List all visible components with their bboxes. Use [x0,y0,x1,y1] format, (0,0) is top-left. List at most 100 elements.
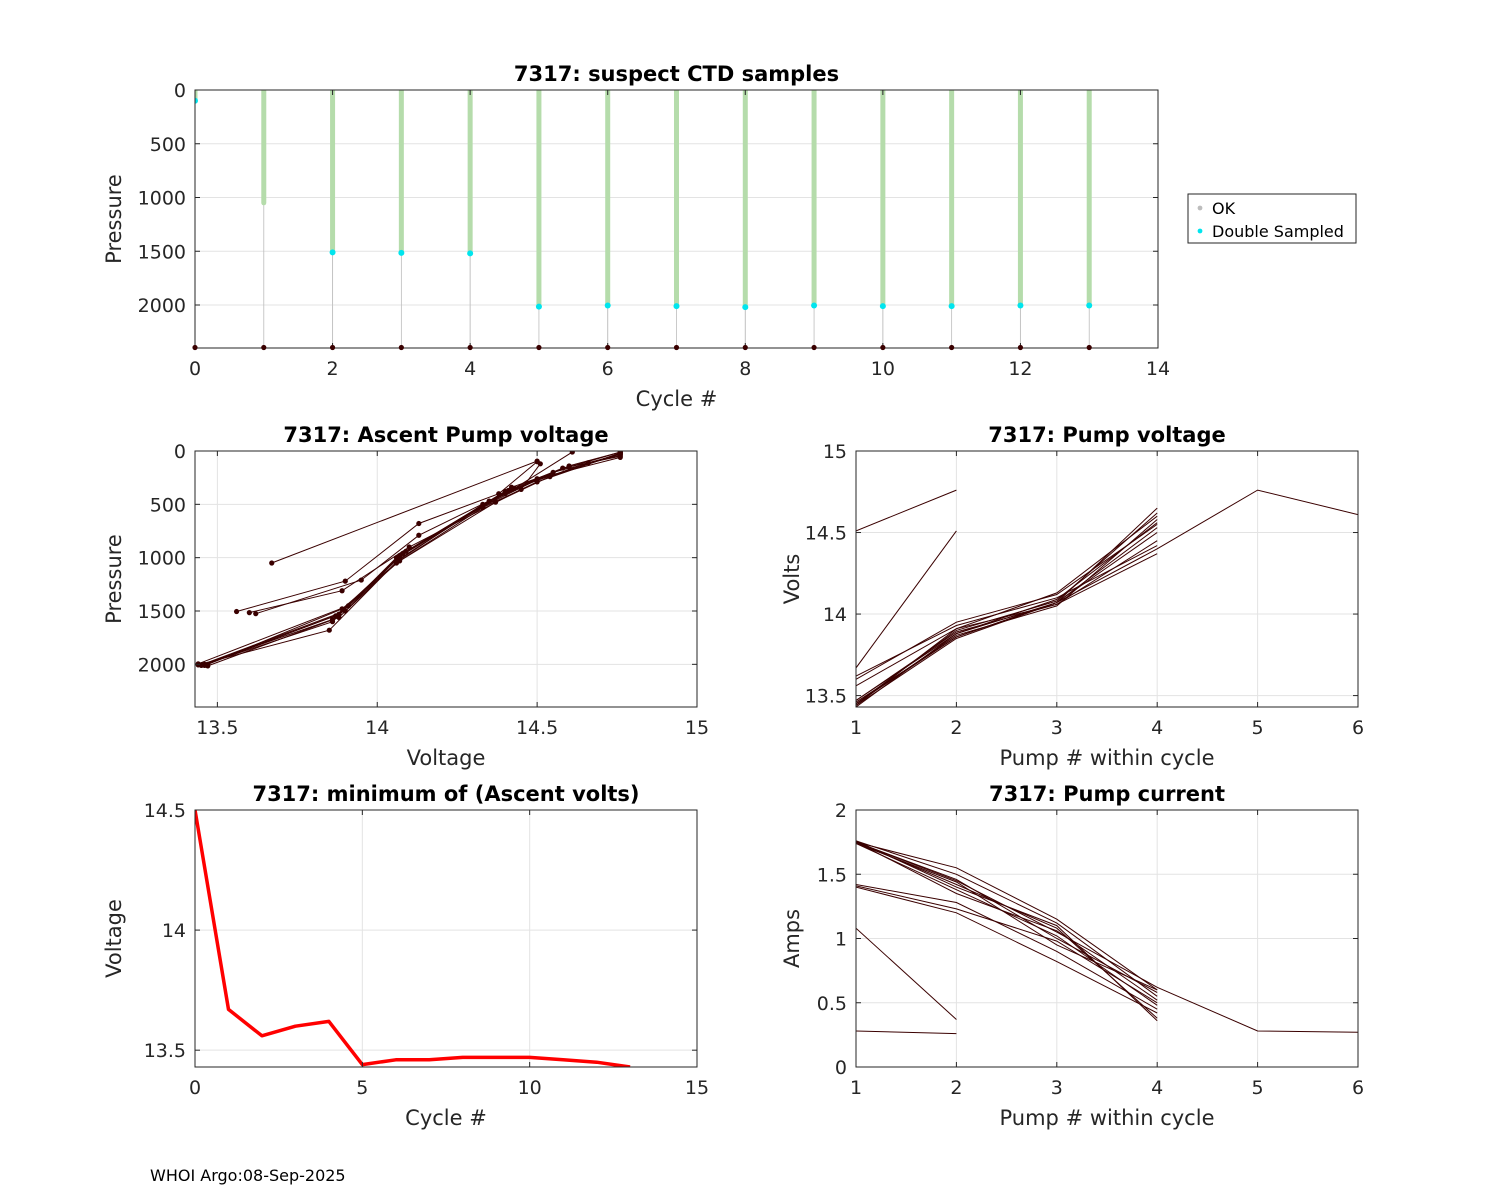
ascent-ytick-label: 2000 [138,654,186,676]
ascent-xtick-label: 14 [365,717,389,739]
minv-data [195,810,631,1067]
ascent-series-point [233,608,240,615]
legend-double-marker [1197,228,1203,234]
ctd-bottom-marker [1086,344,1092,351]
pumpc-ytick-label: 2 [835,800,847,822]
minv-plot-area [195,810,697,1067]
pumpc-xtick-label: 3 [1051,1077,1063,1099]
ascent-series-point [537,461,543,467]
ctd-double-point [742,304,749,311]
ctd-bottom-marker [742,344,748,351]
ctd-xtick-label: 14 [1146,358,1170,380]
ascent-xtick-label: 13.5 [196,717,238,739]
ascent-series-point [253,611,259,617]
pumpc-xtick-label: 6 [1352,1077,1364,1099]
ascent-series-point [358,577,364,583]
minv-title: 7317: minimum of (Ascent volts) [252,782,639,806]
ctd-bottom-marker [261,344,267,351]
ctd-bottom-marker [1017,344,1024,351]
pumpv-series-line [856,553,1158,701]
minv-frame-rect [194,809,698,1068]
pumpv-data [856,489,1358,707]
ctd-frame: 0 2 4 6 8 10 12 14 0 500 1000 1500 2000 7317: suspect… [102,62,1170,411]
legend-box [1187,193,1357,244]
pumpc-series-line [856,884,1158,1010]
ascent-series-point [336,611,342,617]
ctd-bottom-marker [811,344,817,351]
ctd-ytick-label: 1000 [138,188,186,210]
ctd-xlabel: Cycle # [636,387,718,411]
pumpv-frame-rect [855,450,1359,708]
pumpv-series-line [856,512,1158,705]
pumpc-title: 7317: Pump current [989,782,1225,806]
pumpc-axes [855,809,1359,1068]
pumpc-series-line [856,927,957,1020]
minv-ylabel: Voltage [102,899,126,978]
pumpc-series-line [856,1030,957,1035]
ascent-ylabel: Pressure [102,534,126,624]
ascent-xlabel: Voltage [407,746,486,770]
ascent-series-line [201,454,621,666]
ascent-series-point [201,662,208,669]
ctd-ytick-label: 2000 [138,295,186,317]
ctd-xtick-label: 0 [189,358,201,380]
ctd-ylabel: Pressure [102,174,126,264]
ctd-double-point [329,249,336,256]
ascent-series-point [269,560,275,566]
ctd-double-point [604,302,611,309]
pumpc-ytick-label: 1 [835,929,847,951]
ctd-double-point [948,303,955,310]
pumpc-data [856,840,1358,1035]
pumpv-series-line [856,489,1358,706]
pumpv-xtick-label: 6 [1352,717,1364,739]
ctd-bottom-marker [536,344,542,351]
ctd-xtick-label: 10 [871,358,895,380]
minv-xtick-label: 0 [189,1077,201,1099]
pumpc-frame-rect [855,809,1359,1068]
ctd-bottom-marker [605,344,611,351]
pumpc-series-line [856,886,1158,1014]
ctd-xtick-label: 12 [1008,358,1032,380]
pumpv-series-line [856,545,1158,677]
pumpv-series-line [856,489,957,532]
ascent-ytick-label: 500 [150,494,186,516]
ascent-series-point [403,548,409,554]
legend-ok-marker [1197,205,1203,211]
ascent-series-point [416,532,422,538]
pumpv-frame: 1 2 3 4 5 6 13.5 14 14.5 15 7317: Pump voltage Pump… [780,423,1364,770]
ascent-series-point [326,627,332,633]
pumpc-series-line [856,841,1158,991]
pumpc-xtick-label: 1 [850,1077,862,1099]
pumpv-ytick-label: 13.5 [805,686,847,708]
minv-xtick-label: 10 [518,1077,542,1099]
ctd-xtick-label: 6 [602,358,614,380]
ascent-series-line [271,460,538,564]
ascent-ytick-label: 1000 [138,548,186,570]
pumpc-frame: 1 2 3 4 5 6 0 0.5 1 1.5 2 7317: Pump current Pump # … [780,782,1364,1130]
pumpv-xtick-label: 2 [950,717,962,739]
ctd-xtick-label: 8 [739,358,751,380]
ctd-bottom-marker [192,344,198,351]
pumpc-ytick-label: 0.5 [817,993,847,1015]
ctd-xtick-label: 4 [464,358,476,380]
ascent-plot-area [195,451,697,707]
ctd-double-point [195,97,198,104]
ctd-ytick-label: 500 [150,134,186,156]
ascent-series-line [207,451,621,667]
ascent-ytick-label: 1500 [138,601,186,623]
pumpv-ytick-label: 14 [823,604,847,626]
pumpv-ylabel: Volts [780,554,804,605]
ascent-ytick-label: 0 [174,441,186,463]
pumpc-series-line [856,885,1158,1004]
ctd-double-point [673,303,680,310]
minv-xlabel: Cycle # [405,1106,487,1130]
pumpv-series-line [856,515,1158,687]
ascent-axes [195,450,698,707]
minv-axes [194,809,698,1067]
pumpv-xtick-label: 1 [850,717,862,739]
minv-frame: 0 5 10 15 13.5 14 14.5 7317: minimum of (Ascent… [102,782,709,1130]
ascent-title: 7317: Ascent Pump voltage [283,423,608,447]
ascent-series-point [508,484,515,490]
ctd-legend: OK Double Sampled [1187,193,1357,244]
